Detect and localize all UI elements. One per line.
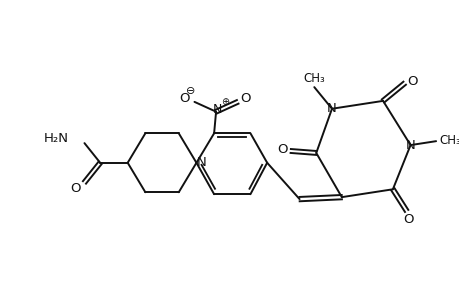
Text: O: O xyxy=(403,213,413,226)
Text: CH₃: CH₃ xyxy=(438,134,459,147)
Text: N: N xyxy=(196,156,206,169)
Text: CH₃: CH₃ xyxy=(303,72,325,85)
Text: ⊖: ⊖ xyxy=(185,86,195,96)
Text: N: N xyxy=(212,103,221,116)
Text: ⊕: ⊕ xyxy=(220,97,229,107)
Text: H₂N: H₂N xyxy=(44,132,68,145)
Text: N: N xyxy=(326,102,336,115)
Text: O: O xyxy=(240,92,250,105)
Text: O: O xyxy=(277,142,287,155)
Text: O: O xyxy=(179,92,190,105)
Text: O: O xyxy=(406,75,417,88)
Text: O: O xyxy=(70,182,81,195)
Text: N: N xyxy=(405,139,414,152)
